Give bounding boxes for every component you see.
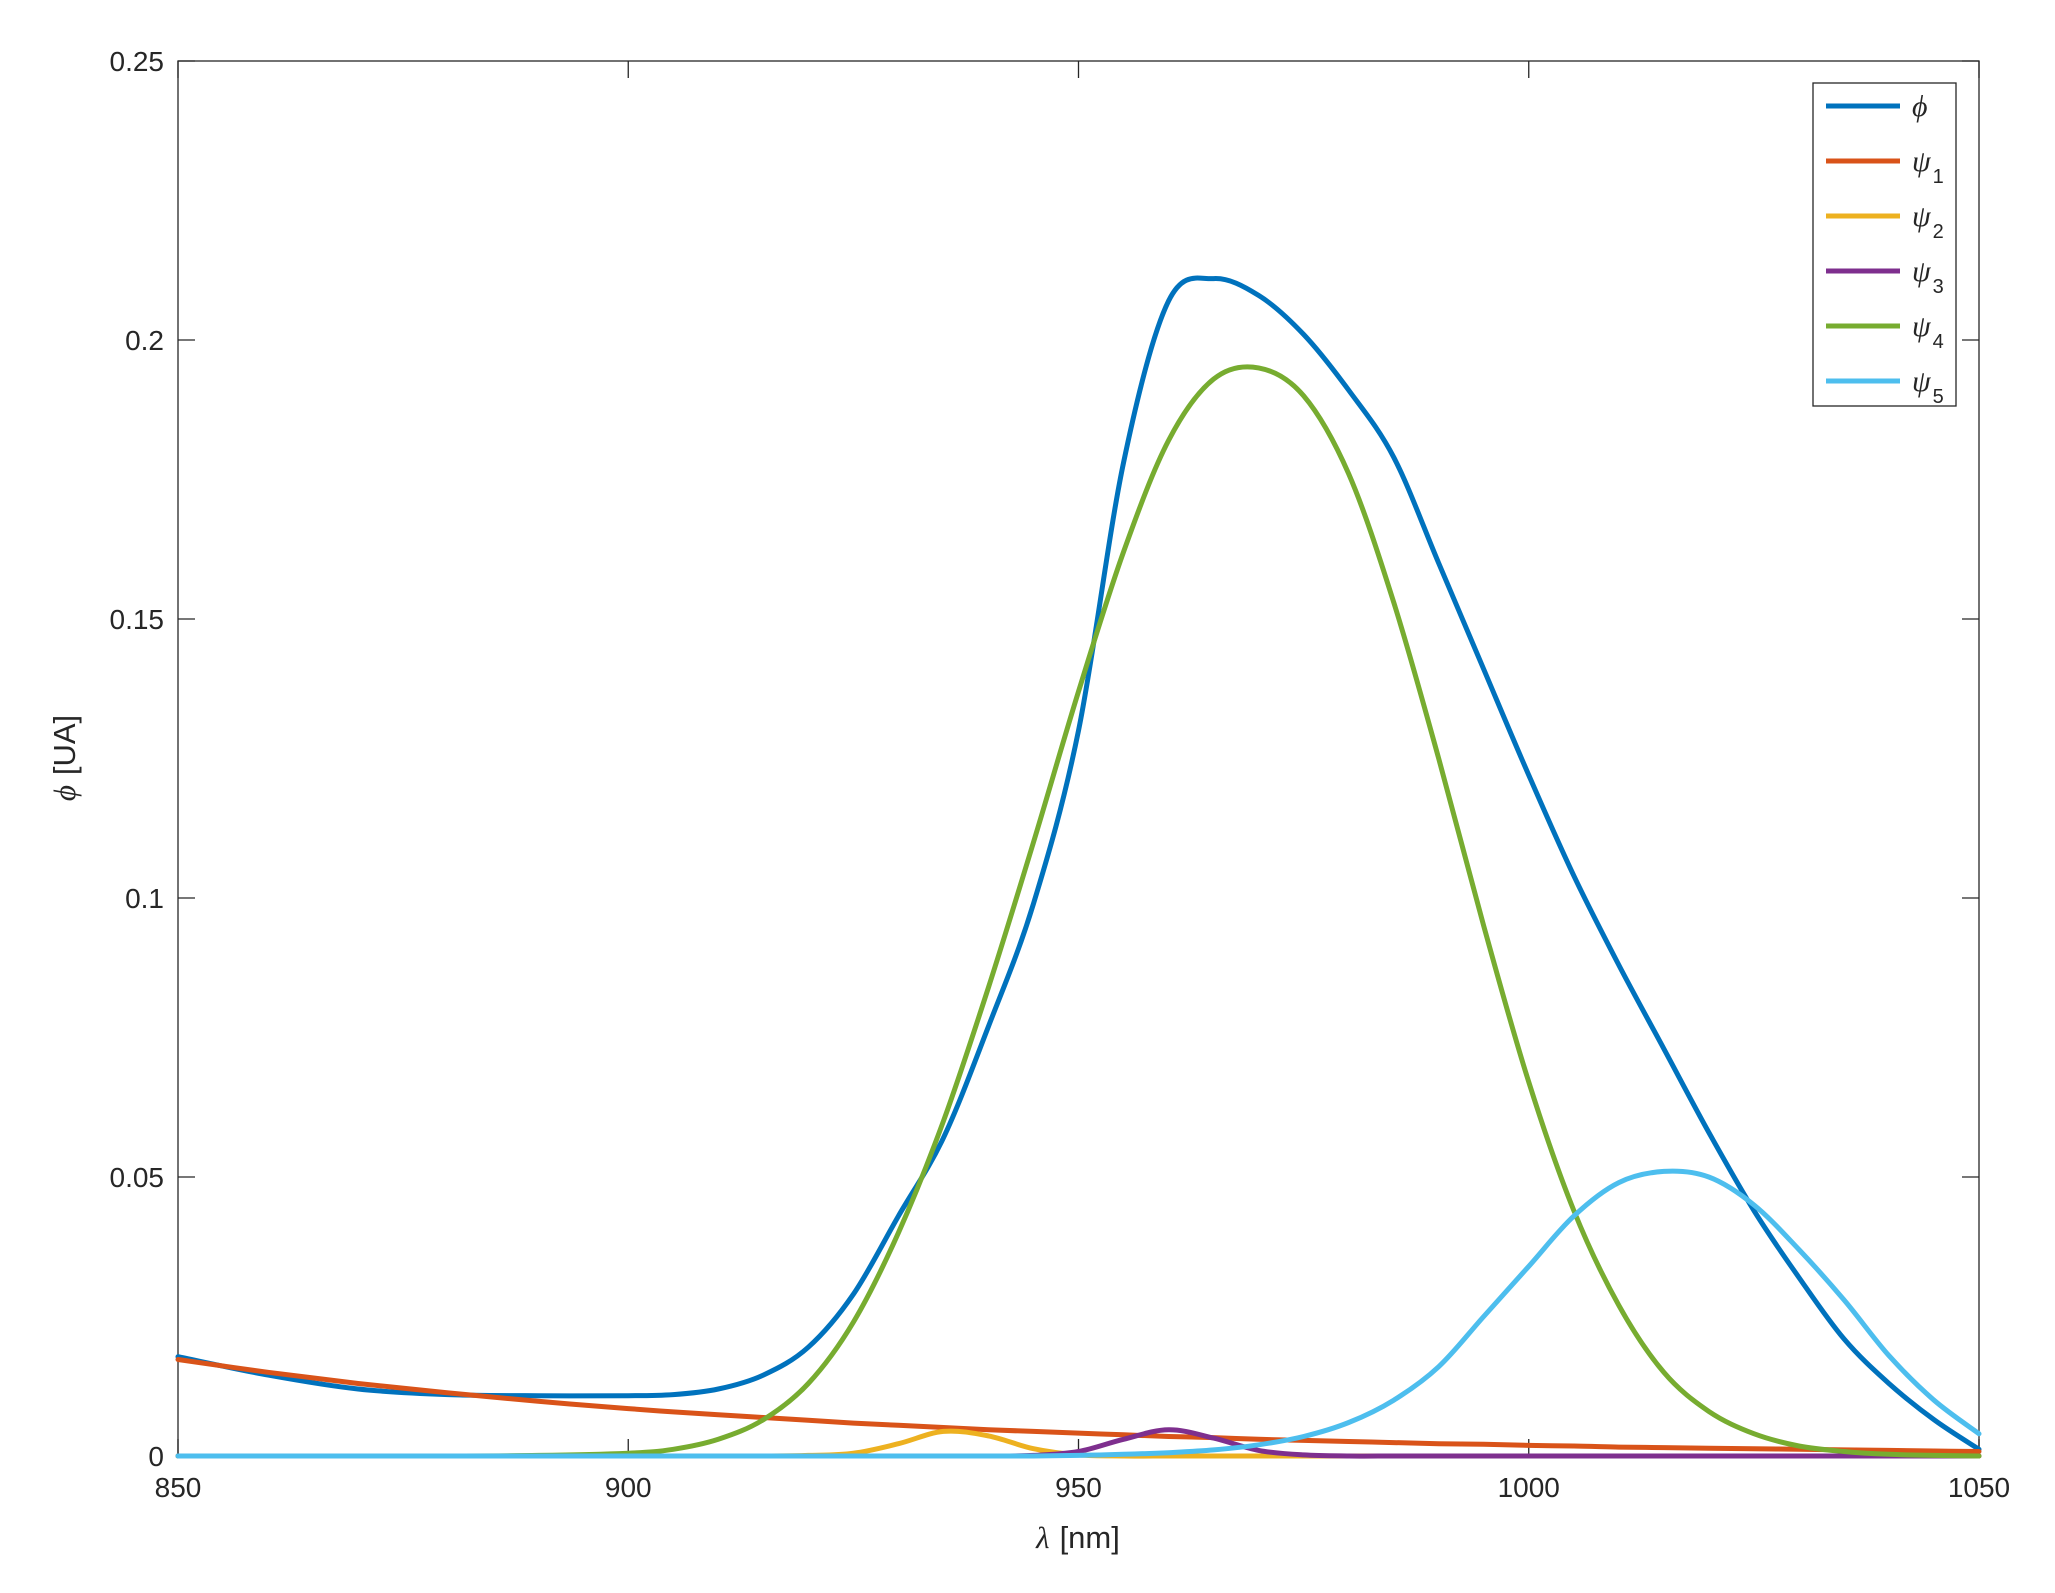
plot-area: [177, 60, 1980, 1457]
x-tick-label: 1000: [1498, 1472, 1560, 1503]
series-line: [175, 1168, 1982, 1459]
legend-subscript: 2: [1933, 221, 1944, 243]
series-line: [175, 275, 1982, 1452]
y-axis-unit: [UA]: [47, 715, 82, 775]
series-phi: [175, 275, 1982, 1452]
y-tick-label: 0: [148, 1441, 164, 1472]
legend-subscript: 4: [1933, 331, 1944, 353]
legend-symbol: ψ: [1912, 255, 1932, 288]
y-axis-label: ϕ [UA]: [47, 715, 82, 801]
x-tick-label: 850: [155, 1472, 202, 1503]
series-line: [175, 364, 1982, 1459]
legend-label: ϕ: [1912, 90, 1928, 123]
legend-item: ϕ: [1826, 90, 1928, 123]
y-tick-label: 0.2: [125, 325, 164, 356]
legend-symbol: ϕ: [1912, 90, 1928, 123]
series-psi-4: [175, 364, 1982, 1459]
legend-subscript: 3: [1933, 276, 1944, 298]
y-tick-label: 0.1: [125, 883, 164, 914]
y-axis-symbol: ϕ: [47, 785, 82, 801]
plot-frame: [177, 60, 1980, 1457]
x-axis-label: λ [nm]: [1035, 1520, 1120, 1555]
legend: ϕψ 1ψ 2ψ 3ψ 4ψ 5: [1812, 82, 1957, 408]
x-tick-label: 1050: [1948, 1472, 2010, 1503]
series-layer: [175, 275, 1982, 1459]
x-tick-label: 900: [605, 1472, 652, 1503]
y-tick-label: 0.25: [110, 46, 165, 77]
series-psi-1: [175, 1357, 1982, 1454]
legend-symbol: ψ: [1912, 365, 1932, 398]
legend-box: [1812, 82, 1957, 407]
legend-subscript: 5: [1933, 386, 1944, 408]
y-tick-label: 0.05: [110, 1162, 165, 1193]
x-axis-symbol: λ: [1035, 1520, 1049, 1555]
legend-subscript: 1: [1933, 166, 1944, 188]
x-tick-label: 950: [1055, 1472, 1102, 1503]
y-tick-label: 0.15: [110, 604, 165, 635]
x-axis-unit: [nm]: [1060, 1520, 1120, 1555]
labels-layer: 850 900 950 1000 1050 0 0.05 0.1 0.15 0.2 0.25: [110, 46, 2011, 1503]
legend-symbol: ψ: [1912, 145, 1932, 178]
legend-symbol: ψ: [1912, 200, 1932, 233]
legend-symbol: ψ: [1912, 310, 1932, 343]
series-line: [175, 1357, 1982, 1454]
series-psi-5: [175, 1168, 1982, 1459]
